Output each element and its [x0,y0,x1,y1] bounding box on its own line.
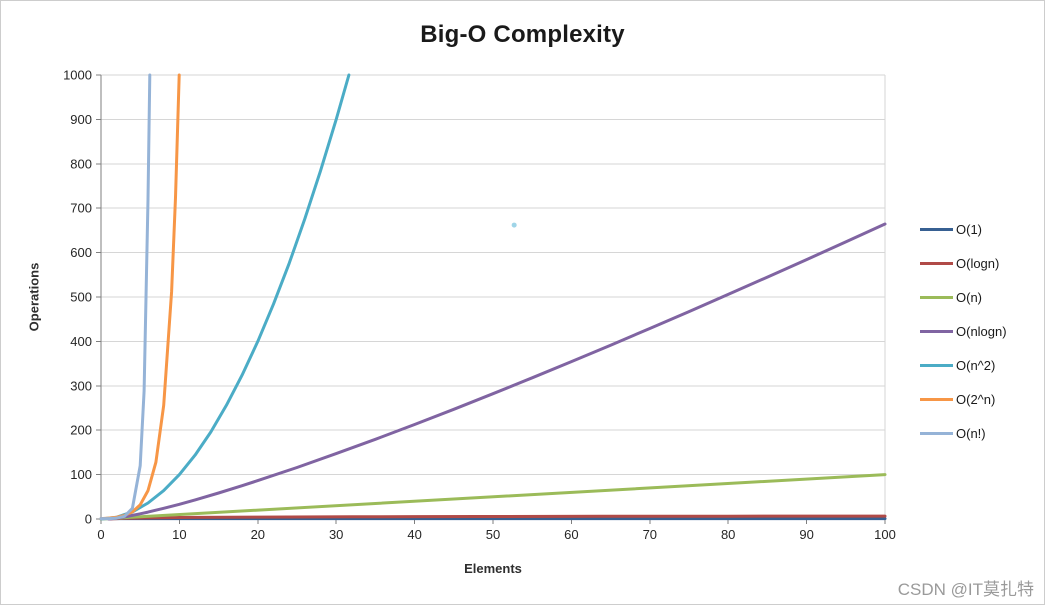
x-tick-label: 30 [329,527,343,542]
x-tick-label: 20 [251,527,265,542]
legend-swatch [920,295,953,299]
x-tick-label: 50 [486,527,500,542]
y-tick-label: 1000 [63,68,92,83]
series-line-on [99,473,887,521]
y-tick-label: 900 [70,112,92,127]
series-line-onlogn [107,222,887,521]
legend-item-on2: O(n^2) [920,355,1007,375]
chart-title: Big-O Complexity [420,21,625,48]
legend-swatch [920,397,953,401]
legend-label: O(nlogn) [956,323,1007,339]
y-tick-label: 800 [70,156,92,171]
legend-item-ologn: O(logn) [920,253,1007,273]
series-line-on2 [99,73,351,521]
y-tick-label: 400 [70,334,92,349]
y-tick-label: 300 [70,378,92,393]
y-tick-label: 100 [70,467,92,482]
legend-label: O(2^n) [956,391,996,407]
x-tick-label: 10 [172,527,186,542]
y-axis-title: Operations [26,262,42,332]
legend-item-on: O(n!) [920,423,1007,443]
x-tick-label: 100 [874,527,896,542]
y-tick-label: 600 [70,245,92,260]
x-tick-label: 60 [564,527,578,542]
x-tick-label: 70 [643,527,657,542]
x-tick-label: 90 [799,527,813,542]
x-tick-label: 80 [721,527,735,542]
legend-label: O(1) [956,221,982,237]
legend-swatch [920,227,953,231]
legend: O(1) O(logn) O(n) O(nlogn) O(n^2) O(2^n) O(n!) [920,219,1007,443]
legend-item-on: O(n) [920,287,1007,307]
legend-swatch [920,431,953,435]
x-tick-label: 40 [407,527,421,542]
x-axis-title: Elements [464,561,522,576]
legend-swatch [920,329,953,333]
series-line-on [99,73,152,521]
legend-swatch [920,363,953,367]
x-tick-label: 0 [97,527,104,542]
legend-label: O(n!) [956,425,986,441]
stray-marker [511,222,517,228]
legend-item-o2n: O(2^n) [920,389,1007,409]
legend-label: O(n^2) [956,357,996,373]
legend-swatch [920,261,953,265]
watermark-text: CSDN @IT莫扎特 [897,580,1034,599]
y-tick-label: 200 [70,423,92,438]
legend-label: O(n) [956,289,982,305]
y-tick-label: 0 [85,512,92,527]
legend-item-onlogn: O(nlogn) [920,321,1007,341]
legend-item-o1: O(1) [920,219,1007,239]
y-tick-label: 700 [70,201,92,216]
y-tick-label: 500 [70,290,92,305]
legend-label: O(logn) [956,255,1000,271]
